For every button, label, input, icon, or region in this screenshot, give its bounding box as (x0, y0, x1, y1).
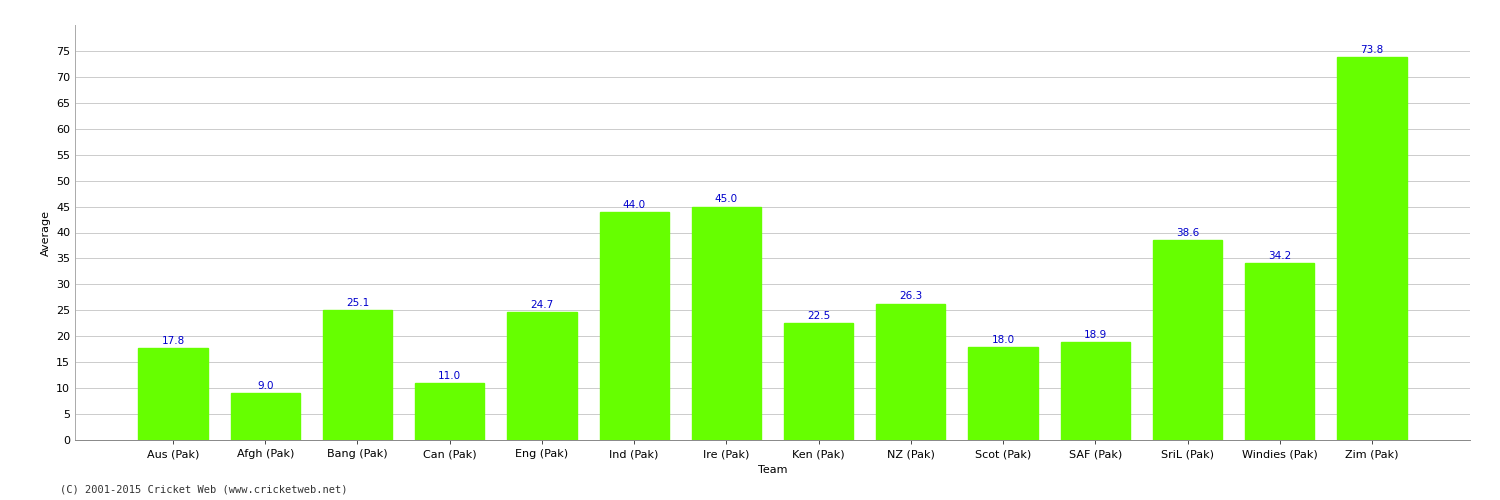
Text: (C) 2001-2015 Cricket Web (www.cricketweb.net): (C) 2001-2015 Cricket Web (www.cricketwe… (60, 485, 348, 495)
Text: 25.1: 25.1 (346, 298, 369, 308)
Text: 45.0: 45.0 (716, 194, 738, 204)
Text: 18.9: 18.9 (1083, 330, 1107, 340)
Text: 38.6: 38.6 (1176, 228, 1198, 237)
Bar (507, 312, 576, 440)
Bar (1154, 240, 1222, 440)
Text: 34.2: 34.2 (1268, 250, 1292, 260)
Bar (969, 346, 1038, 440)
Text: 18.0: 18.0 (992, 334, 1014, 344)
Bar (600, 212, 669, 440)
Bar (1060, 342, 1130, 440)
Bar (784, 324, 853, 440)
Text: 73.8: 73.8 (1360, 45, 1383, 55)
Text: 11.0: 11.0 (438, 371, 462, 381)
Text: 9.0: 9.0 (256, 381, 273, 391)
Bar (692, 206, 760, 440)
Bar (138, 348, 207, 440)
Bar (322, 310, 392, 440)
Text: 24.7: 24.7 (531, 300, 554, 310)
Bar (1245, 262, 1314, 440)
Bar (876, 304, 945, 440)
Text: 22.5: 22.5 (807, 311, 830, 321)
Bar (231, 394, 300, 440)
Bar (416, 383, 484, 440)
Text: 44.0: 44.0 (622, 200, 645, 209)
Y-axis label: Average: Average (40, 210, 51, 256)
Text: 26.3: 26.3 (898, 292, 922, 302)
Bar (1338, 57, 1407, 440)
X-axis label: Team: Team (758, 464, 788, 474)
Text: 17.8: 17.8 (162, 336, 184, 345)
